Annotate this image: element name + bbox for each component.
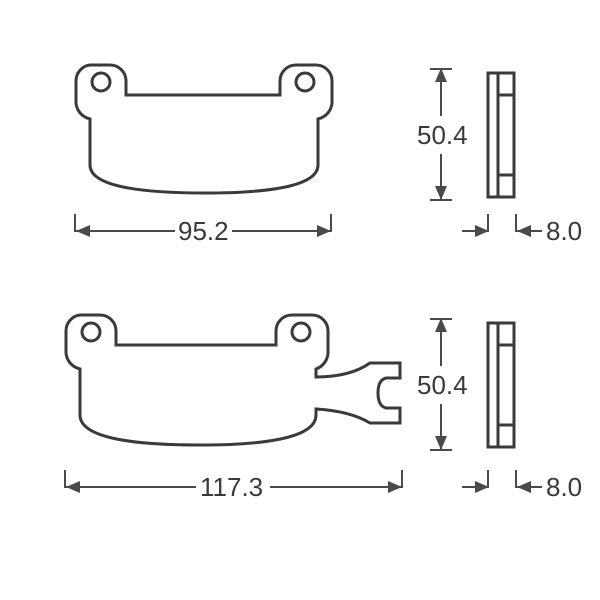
dim-width-bottom: 117.3 [200, 472, 263, 503]
dim-width-top: 95.2 [178, 216, 229, 247]
pad-top-front [60, 55, 350, 205]
pad-bottom-side [485, 320, 520, 450]
drawing-canvas: 50.4 95.2 8.0 50.4 117.3 [0, 0, 600, 600]
pad-top-side [485, 70, 520, 200]
dim-height-top: 50.4 [417, 120, 468, 151]
dim-thick-bottom: 8.0 [546, 472, 582, 503]
dim-height-bottom: 50.4 [417, 370, 468, 401]
pad-bottom-front [50, 305, 410, 460]
dim-thick-top: 8.0 [546, 216, 582, 247]
